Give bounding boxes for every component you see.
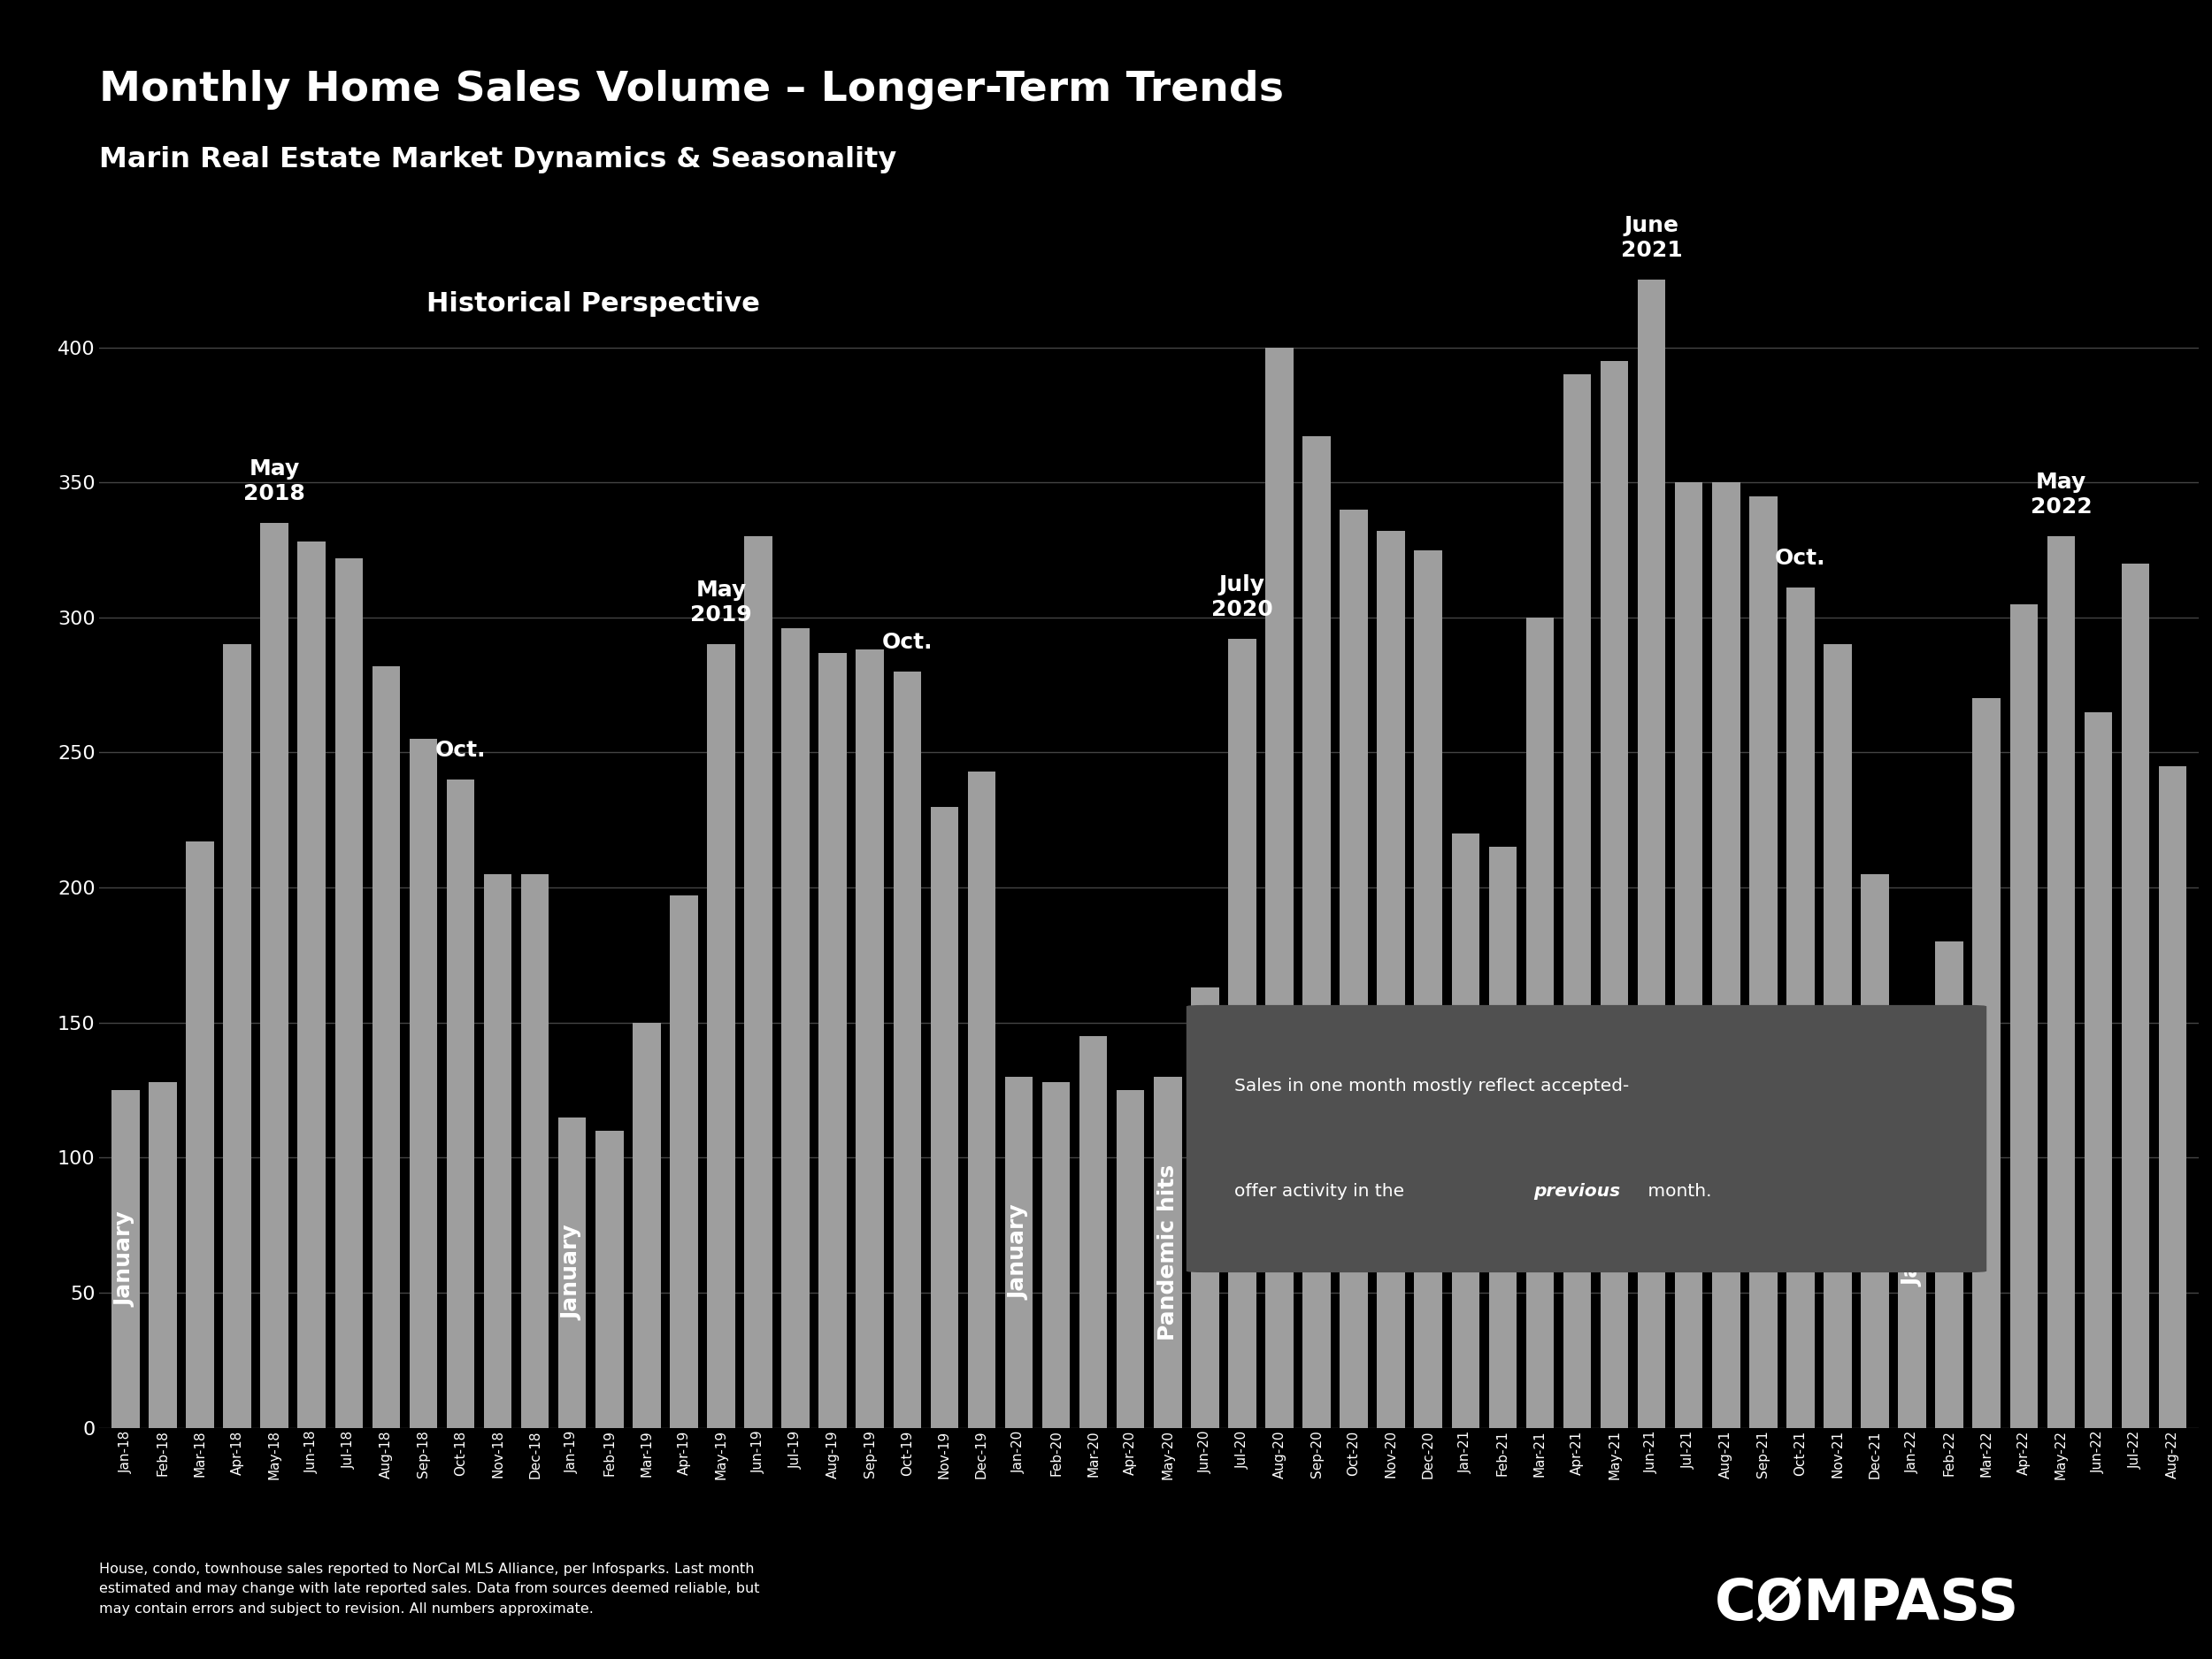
Bar [818, 652, 847, 1428]
Bar [1079, 1037, 1108, 1428]
Bar [1526, 617, 1553, 1428]
Text: House, condo, townhouse sales reported to NorCal MLS Alliance, per Infosparks. L: House, condo, townhouse sales reported t… [100, 1563, 761, 1616]
Bar [2121, 564, 2150, 1428]
Bar [1860, 874, 1889, 1428]
Text: May
2022: May 2022 [2031, 471, 2093, 518]
Text: January: January [562, 1224, 582, 1321]
Bar [1674, 483, 1703, 1428]
Bar [111, 1090, 139, 1428]
Text: Oct.: Oct. [436, 740, 487, 760]
Bar [2011, 604, 2037, 1428]
Bar [334, 557, 363, 1428]
Text: CØMPASS: CØMPASS [1714, 1576, 2020, 1631]
Text: Monthly Home Sales Volume – Longer-Term Trends: Monthly Home Sales Volume – Longer-Term … [100, 70, 1285, 109]
Text: January: January [115, 1211, 137, 1307]
Bar [1712, 483, 1741, 1428]
Bar [745, 536, 772, 1428]
Bar [670, 896, 697, 1428]
Bar [1823, 644, 1851, 1428]
Text: June
2021: June 2021 [1621, 216, 1683, 260]
Text: offer activity in the: offer activity in the [1234, 1183, 1411, 1199]
Bar [1190, 987, 1219, 1428]
Bar [1601, 362, 1628, 1428]
Bar [186, 841, 215, 1428]
Text: January: January [1902, 1191, 1922, 1286]
FancyBboxPatch shape [1186, 1005, 1986, 1272]
Bar [1004, 1077, 1033, 1428]
Text: previous: previous [1533, 1183, 1621, 1199]
Text: July
2020: July 2020 [1212, 574, 1274, 620]
Bar [484, 874, 511, 1428]
Bar [595, 1131, 624, 1428]
Text: Oct.: Oct. [1774, 547, 1825, 569]
Bar [1228, 639, 1256, 1428]
Bar [1637, 280, 1666, 1428]
Bar [1378, 531, 1405, 1428]
Text: January: January [1009, 1204, 1029, 1299]
Bar [447, 780, 476, 1428]
Bar [781, 629, 810, 1428]
Bar [1340, 509, 1367, 1428]
Bar [2046, 536, 2075, 1428]
Bar [2084, 712, 2112, 1428]
Bar [1564, 375, 1590, 1428]
Bar [299, 542, 325, 1428]
Bar [148, 1082, 177, 1428]
Bar [1117, 1090, 1144, 1428]
Text: January: January [1455, 1083, 1475, 1178]
Bar [1155, 1077, 1181, 1428]
Bar [1787, 587, 1814, 1428]
Bar [1265, 347, 1294, 1428]
Bar [372, 665, 400, 1428]
Text: Pandemic hits: Pandemic hits [1157, 1165, 1179, 1340]
Bar [261, 523, 288, 1428]
Bar [522, 874, 549, 1428]
Bar [1898, 1050, 1927, 1428]
Text: Historical Perspective: Historical Perspective [427, 292, 759, 317]
Bar [1413, 549, 1442, 1428]
Bar [1489, 848, 1517, 1428]
Bar [1750, 496, 1776, 1428]
Bar [856, 650, 885, 1428]
Bar [557, 1117, 586, 1428]
Bar [1936, 942, 1964, 1428]
Text: month.: month. [1641, 1183, 1712, 1199]
Text: Oct.: Oct. [883, 632, 933, 652]
Bar [1973, 698, 2000, 1428]
Bar [708, 644, 734, 1428]
Text: May
2018: May 2018 [243, 458, 305, 504]
Text: Marin Real Estate Market Dynamics & Seasonality: Marin Real Estate Market Dynamics & Seas… [100, 146, 898, 174]
Bar [967, 771, 995, 1428]
Bar [409, 738, 438, 1428]
Bar [2159, 766, 2188, 1428]
Bar [1303, 436, 1332, 1428]
Text: May
2019: May 2019 [690, 579, 752, 625]
Bar [1451, 833, 1480, 1428]
Bar [223, 644, 252, 1428]
Bar [633, 1022, 661, 1428]
Bar [931, 806, 958, 1428]
Bar [1042, 1082, 1071, 1428]
Text: Sales in one month mostly reflect accepted-: Sales in one month mostly reflect accept… [1234, 1077, 1630, 1095]
Bar [894, 672, 920, 1428]
